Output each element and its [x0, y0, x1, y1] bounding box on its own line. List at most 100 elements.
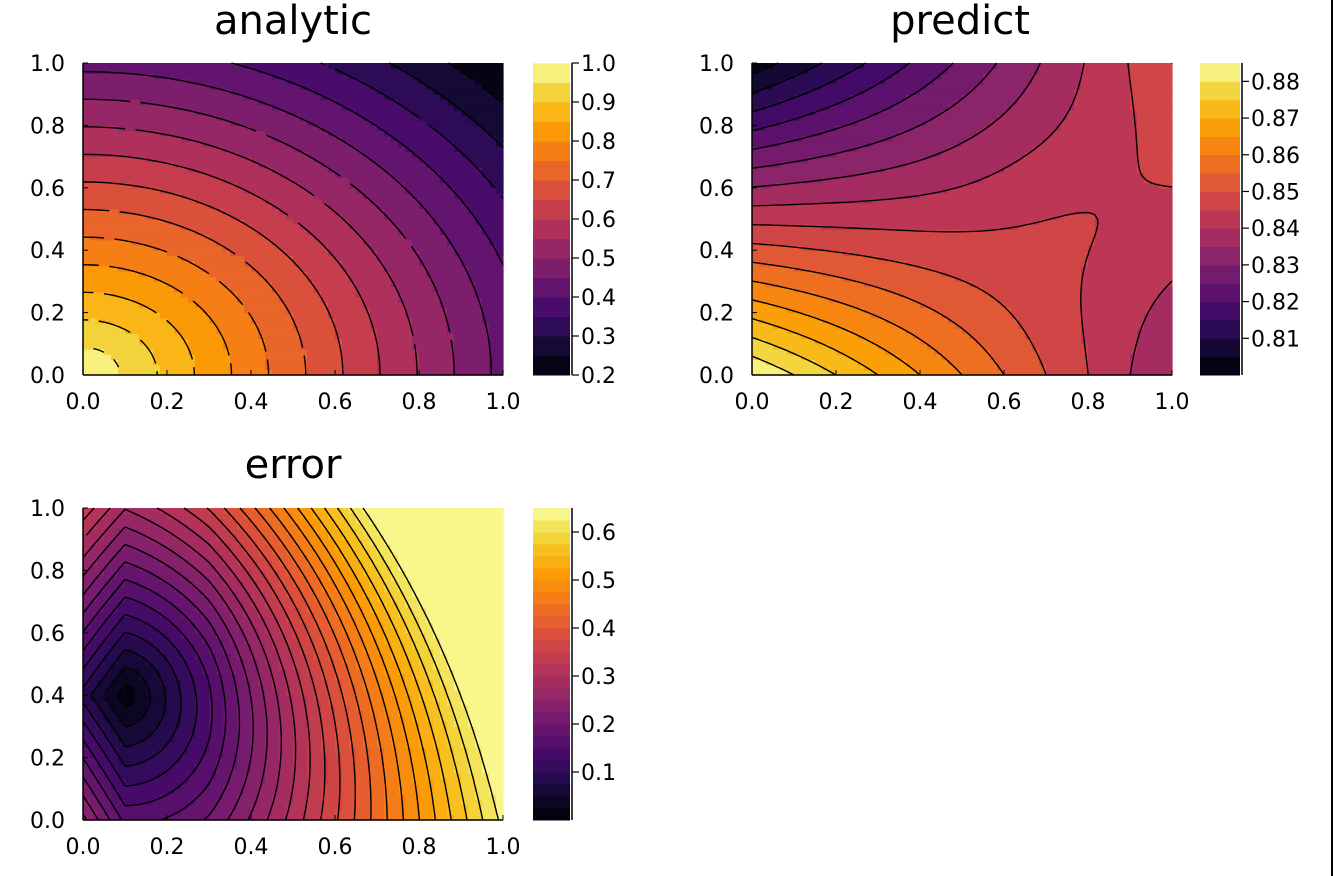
contour-fill-cell — [202, 208, 210, 215]
contour-fill-cell — [370, 151, 378, 158]
contour-fill-cell — [279, 354, 287, 360]
contour-fill-cell — [461, 94, 469, 100]
contour-fill-cell — [342, 323, 350, 329]
contour-fill-cell — [1165, 328, 1173, 334]
contour-fill-cell — [258, 229, 266, 236]
contour-fill-cell — [153, 312, 161, 319]
contour-fill-cell — [97, 120, 105, 126]
contour-fill-cell — [328, 297, 336, 303]
contour-fill-cell — [454, 250, 462, 256]
contour-fill-cell — [230, 312, 238, 319]
contour-fill-cell — [356, 151, 364, 158]
contour-fill-cell — [1116, 328, 1124, 334]
contour-fill-cell — [752, 265, 760, 272]
contour-fill-cell — [293, 120, 301, 126]
contour-fill-cell — [426, 156, 434, 163]
contour-fill-cell — [391, 276, 399, 282]
contour-fill-cell — [188, 120, 196, 126]
contour-fill-cell — [146, 68, 154, 74]
contour-fill-cell — [321, 193, 329, 199]
contour-fill-cell — [1011, 359, 1019, 366]
contour-fill-cell — [482, 291, 490, 298]
contour-fill-cell — [153, 63, 161, 69]
contour-line — [82, 264, 233, 376]
contour-fill-cell — [272, 234, 280, 241]
contour-fill-cell — [454, 63, 462, 69]
contour-fill-cell — [321, 229, 329, 236]
contour-fill-cell — [279, 99, 287, 106]
contour-fill-cell — [349, 203, 357, 210]
contour-fill-cell — [293, 260, 301, 267]
contour-fill-cell — [160, 297, 168, 303]
contour-fill-cell — [969, 369, 977, 376]
contour-fill-cell — [391, 364, 399, 371]
contour-fill-cell — [160, 286, 168, 293]
contour-fill-cell — [349, 156, 357, 163]
contour-fill-cell — [279, 229, 287, 236]
contour-fill-cell — [864, 338, 872, 345]
contour-fill-cell — [1067, 286, 1075, 293]
contour-fill-cell — [969, 359, 977, 366]
contour-fill-cell — [370, 198, 378, 204]
contour-fill-cell — [223, 265, 231, 272]
x-tick-label: 0.8 — [402, 390, 437, 415]
contour-fill-cell — [209, 250, 217, 256]
contour-fill-cell — [90, 109, 98, 116]
contour-fill-cell — [83, 177, 91, 184]
contour-fill-cell — [398, 177, 406, 184]
contour-fill-cell — [209, 307, 217, 314]
contour-fill-cell — [363, 276, 371, 282]
contour-fill-cell — [1116, 333, 1124, 340]
contour-fill-cell — [202, 229, 210, 236]
contour-fill-cell — [801, 343, 809, 350]
contour-fill-cell — [293, 109, 301, 116]
contour-fill-cell — [1165, 323, 1173, 329]
contour-fill-cell — [335, 286, 343, 293]
contour-fill-cell — [948, 349, 956, 355]
contour-fill-cell — [146, 208, 154, 215]
contour-fill-cell — [160, 364, 168, 371]
contour-fill-cell — [955, 369, 963, 376]
contour-fill-cell — [202, 172, 210, 178]
contour-fill-cell — [118, 193, 126, 199]
contour-fill-cell — [969, 338, 977, 345]
contour-fill-cell — [349, 177, 357, 184]
contour-fill-cell — [328, 245, 336, 251]
contour-fill-cell — [1018, 338, 1026, 345]
colorbar-tick-label: 0.2 — [581, 364, 616, 389]
contour-fill-cell — [468, 364, 476, 371]
contour-fill-cell — [258, 172, 266, 178]
contour-fill-cell — [1081, 312, 1089, 319]
contour-fill-cell — [314, 83, 322, 90]
contour-fill-cell — [167, 151, 175, 158]
contour-fill-cell — [1123, 302, 1131, 308]
contour-fill-cell — [279, 265, 287, 272]
contour-fill-cell — [405, 276, 413, 282]
contour-fill-cell — [328, 99, 336, 106]
contour-fill-cell — [279, 83, 287, 90]
contour-fill-cell — [139, 276, 147, 282]
contour-fill-cell — [118, 99, 126, 106]
contour-fill-cell — [447, 291, 455, 298]
contour-fill-cell — [342, 130, 350, 137]
contour-fill-cell — [398, 89, 406, 95]
contour-fill-cell — [377, 281, 385, 288]
contour-fill-cell — [976, 312, 984, 319]
contour-fill-cell — [230, 78, 238, 85]
contour-fill-cell — [202, 104, 210, 111]
contour-fill-cell — [426, 68, 434, 74]
contour-fill-cell — [934, 260, 942, 267]
contour-fill-cell — [286, 354, 294, 360]
contour-fill-cell — [111, 156, 119, 163]
contour-line — [83, 71, 493, 376]
contour-fill-cell — [412, 302, 420, 308]
contour-fill-cell — [398, 224, 406, 230]
contour-fill-cell — [279, 338, 287, 345]
contour-fill-cell — [398, 323, 406, 329]
contour-fill-cell — [181, 260, 189, 267]
contour-fill-cell — [272, 260, 280, 267]
contour-fill-cell — [146, 364, 154, 371]
contour-fill-cell — [391, 239, 399, 246]
contour-fill-cell — [174, 99, 182, 106]
contour-fill-cell — [405, 104, 413, 111]
